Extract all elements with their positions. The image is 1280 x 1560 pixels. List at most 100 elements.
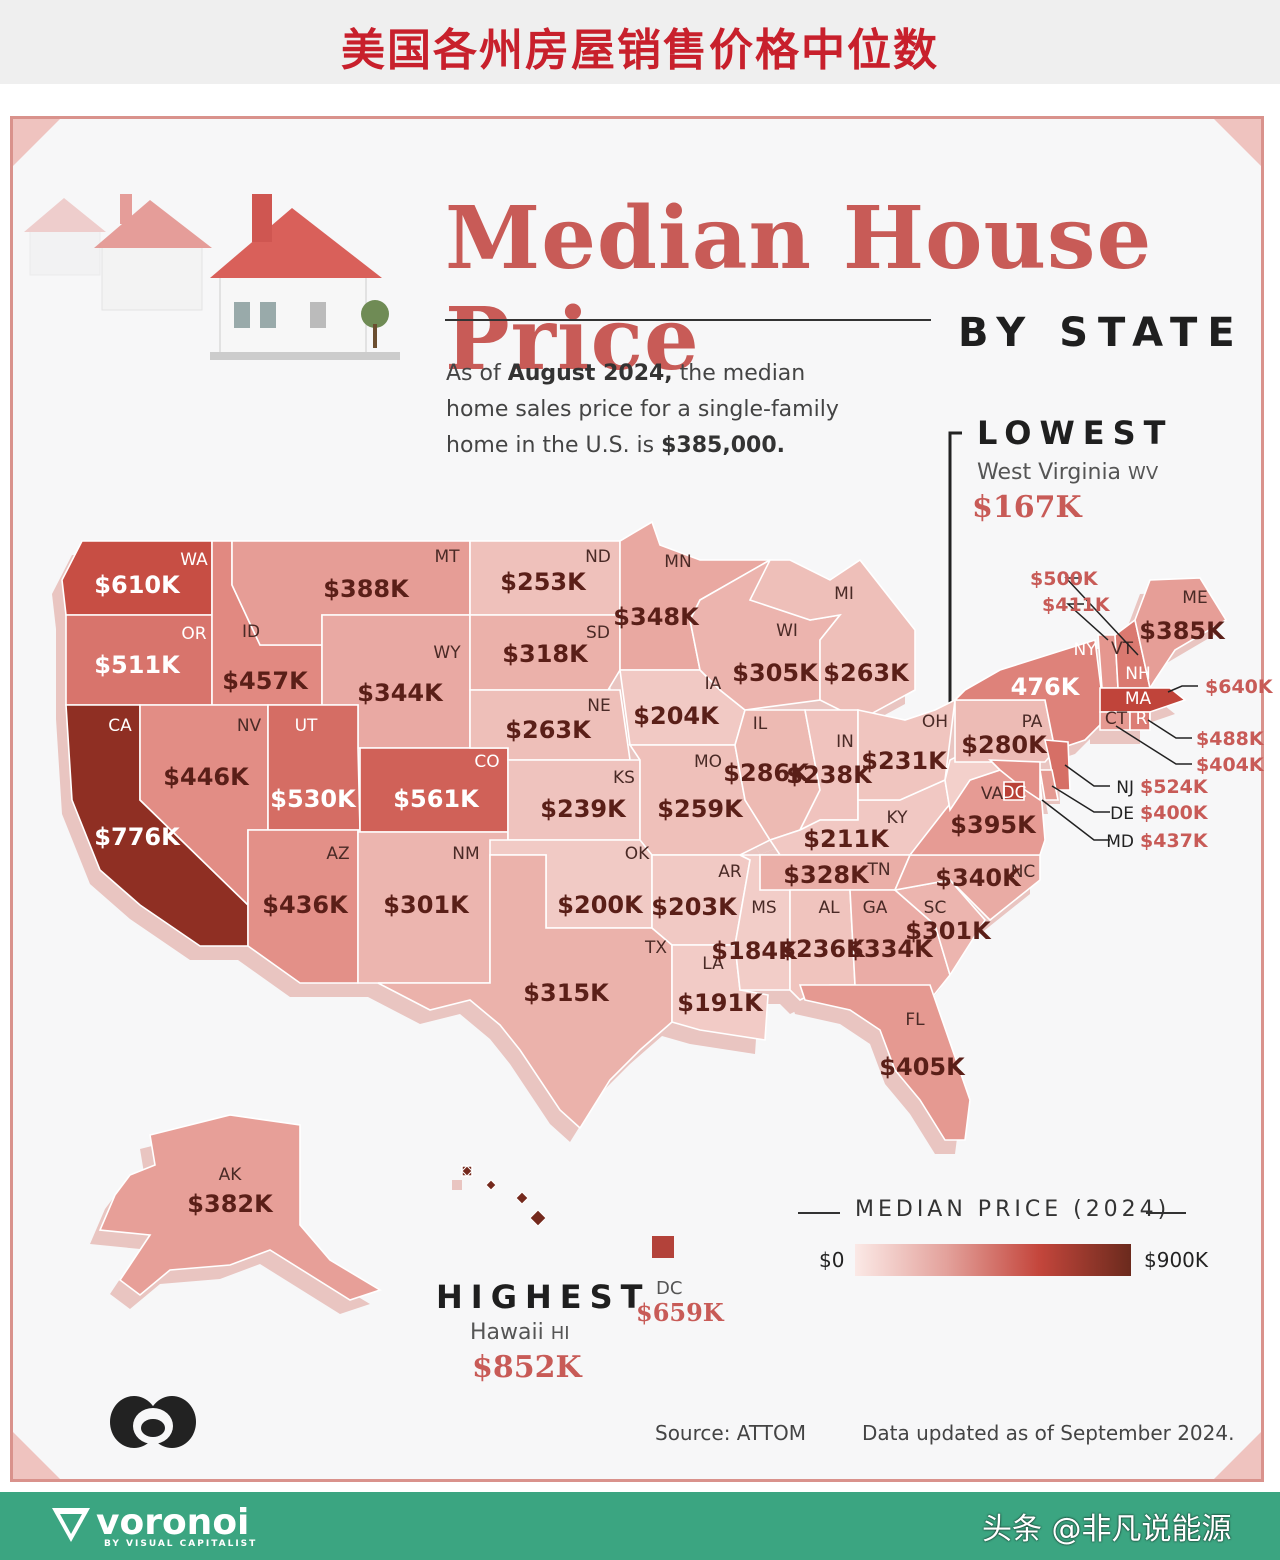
state-value-ms: $184K (711, 937, 798, 965)
state-value-sd: $318K (502, 640, 589, 668)
state-code-nd: ND (585, 547, 611, 567)
legend-line-left (798, 1212, 840, 1214)
footer-watermark: 头条 @非凡说能源 (982, 1512, 1232, 1547)
state-value-wa: $610K (94, 571, 181, 599)
state-code-ga: GA (863, 898, 888, 918)
intro-text: As of August 2024, the median home sales… (446, 356, 846, 464)
state-value-mn: $348K (613, 603, 700, 631)
callout-value-de: $400K (1140, 802, 1209, 824)
state-hi-island-3 (529, 1209, 547, 1227)
state-code-nm: NM (452, 844, 479, 864)
intro-date: August 2024, (507, 361, 673, 386)
state-value-id: $457K (222, 667, 309, 695)
lowest-heading: LOWEST (977, 414, 1174, 452)
intro-pre: As of (446, 361, 508, 386)
state-code-nv: NV (237, 716, 262, 736)
lowest-state: West Virginia WV (977, 460, 1158, 485)
callout-code-md: MD (1106, 832, 1134, 852)
state-code-mn: MN (664, 552, 691, 572)
state-code-me: ME (1182, 588, 1207, 608)
state-value-co: $561K (393, 785, 480, 813)
title-rule (445, 319, 931, 321)
state-code-ut: UT (295, 716, 318, 736)
state-value-oh: $231K (861, 747, 948, 775)
intro-mid: the median home sales price for a single… (446, 361, 839, 458)
dc-swatch (652, 1236, 674, 1258)
state-fl (798, 984, 971, 1141)
callout-code-nj: NJ (1116, 778, 1134, 798)
state-code-oh: OH (922, 712, 948, 732)
state-code-ok: OK (625, 844, 650, 864)
legend-color-bar (855, 1244, 1131, 1276)
state-value-ky: $211K (803, 825, 890, 853)
state-code-sc: SC (924, 898, 947, 918)
state-value-sc: $301K (905, 917, 992, 945)
state-md (987, 759, 1041, 802)
callout-value-ri: $488K (1196, 728, 1265, 750)
state-code-sd: SD (586, 623, 610, 643)
state-code-or: OR (181, 624, 206, 644)
highest-value: $852K (472, 1350, 582, 1385)
voronoi-logo-icon (52, 1508, 90, 1542)
chart-subtitle: BY STATE (958, 310, 1245, 356)
state-code-az: AZ (326, 844, 349, 864)
state-code-ma: MA (1125, 689, 1152, 709)
state-code-tn: TN (866, 860, 890, 880)
banner-title: 美国各州房屋销售价格中位数 (341, 25, 939, 76)
top-banner: 美国各州房屋销售价格中位数 (0, 0, 1280, 84)
state-code-nh: NH (1125, 664, 1151, 684)
state-value-tx: $315K (523, 979, 610, 1007)
leader-line-de (1051, 785, 1110, 813)
legend-title: MEDIAN PRICE (2024) (855, 1197, 1171, 1222)
leader-line-nh (1064, 577, 1139, 656)
state-value-al: $236K (779, 935, 866, 963)
state-value-tn: $328K (783, 861, 870, 889)
lowest-state-code: WV (1128, 463, 1159, 484)
state-az (247, 829, 359, 984)
state-code-ne: NE (587, 696, 610, 716)
state-value-la: $191K (677, 989, 764, 1017)
state-value-va: $395K (950, 811, 1037, 839)
state-value-nc: $340K (935, 864, 1022, 892)
state-code-ar: AR (718, 862, 742, 882)
state-tx (377, 854, 673, 1130)
footer-brand-sub: BY VISUAL CAPITALIST (104, 1539, 258, 1549)
state-code-mi: MI (834, 584, 854, 604)
state-value-ut: $530K (270, 785, 357, 813)
state-code-ca: CA (108, 716, 132, 736)
state-code-ms: MS (751, 898, 776, 918)
highest-state-code: HI (550, 1323, 570, 1344)
state-ma (1099, 687, 1187, 713)
state-hi-island-1 (485, 1179, 497, 1191)
state-value-mi: $263K (823, 659, 910, 687)
state-code-va: VA (981, 784, 1004, 804)
state-value-ny: 476K (1011, 673, 1081, 701)
highest-heading: HIGHEST (436, 1278, 651, 1316)
state-ri (1129, 711, 1151, 731)
state-value-me: $385K (1139, 617, 1226, 645)
state-value-nv: $446K (163, 763, 250, 791)
state-code-ny: NY (1073, 640, 1097, 660)
dc-callout-code: DC (656, 1278, 683, 1299)
state-code-mo: MO (694, 752, 722, 772)
state-code-ct: CT (1105, 709, 1128, 729)
state-value-nm: $301K (383, 891, 470, 919)
callout-value-nj: $524K (1140, 776, 1209, 798)
state-code-tx: TX (644, 938, 667, 958)
state-code-nc: NC (1011, 862, 1036, 882)
state-value-ar: $203K (651, 893, 738, 921)
state-code-vt: VT (1111, 639, 1134, 659)
state-value-il: $286K (723, 759, 810, 787)
state-code-ks: KS (613, 768, 635, 788)
state-value-nd: $253K (500, 568, 587, 596)
state-me (1134, 577, 1228, 691)
state-value-or: $511K (94, 651, 181, 679)
houses-illustration (24, 194, 400, 360)
state-oh (857, 698, 956, 801)
state-code-fl: FL (905, 1010, 925, 1030)
state-value-wi: $305K (732, 659, 819, 687)
state-value-pa: $280K (961, 731, 1048, 759)
callout-code-de: DE (1110, 804, 1134, 824)
state-mi (748, 558, 916, 721)
